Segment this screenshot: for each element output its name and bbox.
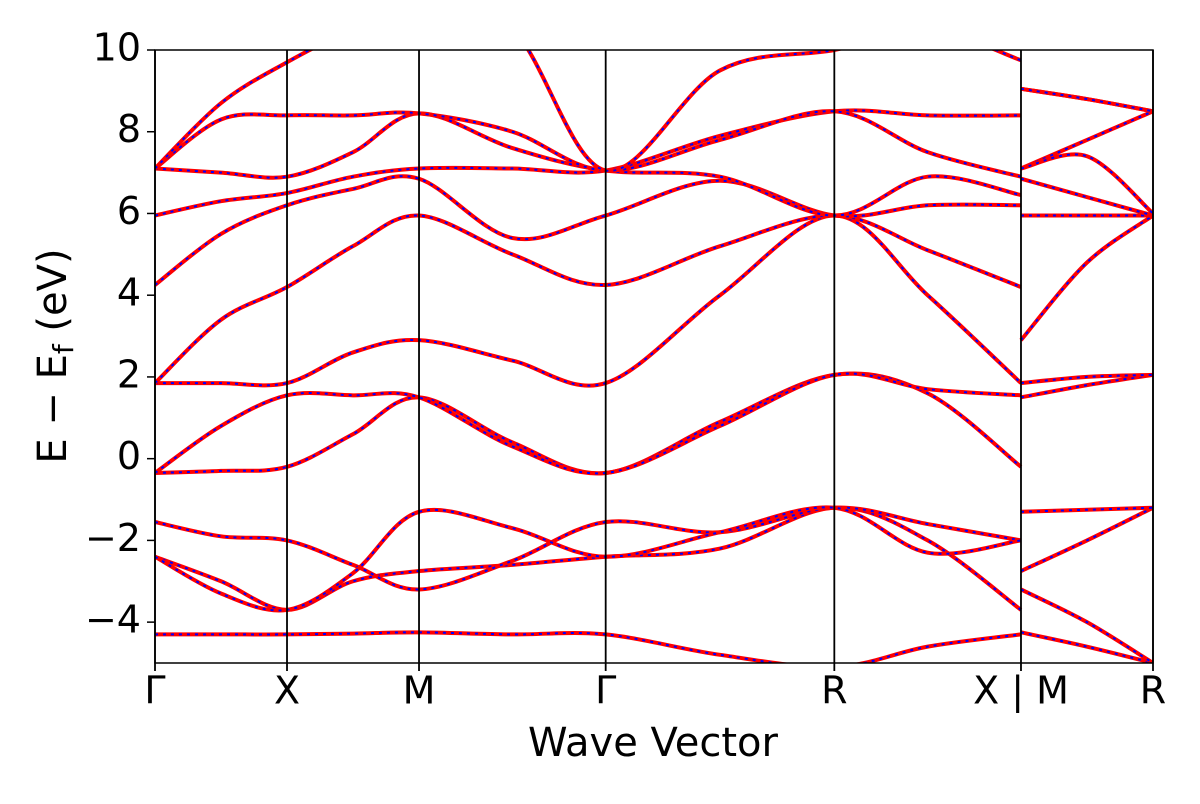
band-line: [155, 213, 1153, 388]
y-tick-label: 8: [117, 107, 141, 151]
x-tick-label: Γ: [595, 669, 616, 713]
band-overlay: [155, 214, 1153, 384]
y-label-unit: (eV): [30, 248, 76, 344]
x-tick-label: M: [403, 669, 436, 713]
y-label-main: E − E: [30, 354, 76, 464]
band-overlay: [155, 112, 1153, 217]
band-overlay: [155, 175, 1153, 286]
x-tick-label: X | M: [973, 669, 1069, 714]
y-tick-label: 2: [117, 352, 141, 396]
x-tick-label: X: [274, 669, 300, 713]
band-overlay: [155, 631, 1153, 663]
band-line: [155, 86, 1153, 179]
y-axis-label: E − Ef (eV): [30, 248, 80, 463]
band-line: [155, 50, 1153, 173]
band-line: [155, 505, 1153, 663]
y-tick-label: 0: [117, 434, 141, 478]
x-axis-label: Wave Vector: [528, 720, 779, 766]
y-label-sub: f: [47, 343, 80, 354]
band-overlay: [155, 372, 1153, 475]
band-overlay: [155, 506, 1153, 663]
y-tick-label: 10: [93, 26, 141, 70]
y-tick-label: −2: [85, 516, 141, 560]
band-line: [155, 213, 1153, 385]
band-overlay: [155, 214, 1153, 387]
x-tick-label: R: [821, 669, 847, 713]
band-overlay: [155, 50, 1153, 172]
x-tick-label: Γ: [144, 669, 165, 713]
bands: [155, 50, 1153, 663]
band-line: [155, 174, 1153, 287]
x-tick-label: R: [1140, 669, 1166, 713]
band-line: [155, 630, 1153, 663]
band-overlay: [155, 506, 1153, 612]
y-tick-label: −4: [85, 598, 141, 642]
y-tick-label: 6: [117, 189, 141, 233]
y-tick-label: 4: [117, 271, 141, 315]
